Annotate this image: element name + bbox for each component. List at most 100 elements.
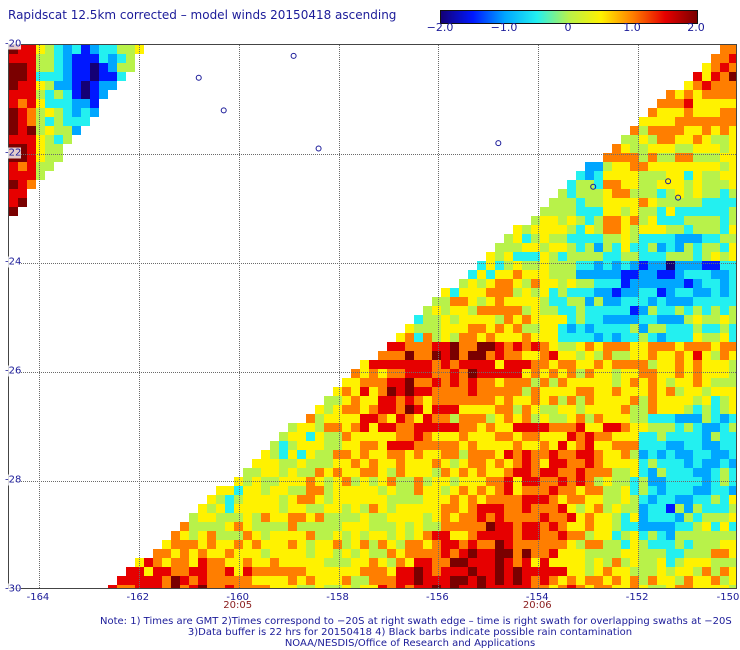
wind-cell xyxy=(702,567,711,576)
wind-cell xyxy=(702,279,711,288)
longitude-gridline xyxy=(138,45,140,588)
wind-cell xyxy=(639,369,648,378)
wind-cell xyxy=(666,261,675,270)
wind-cell xyxy=(594,225,603,234)
wind-cell xyxy=(351,450,360,459)
wind-cell xyxy=(441,351,450,360)
wind-cell xyxy=(513,261,522,270)
wind-cell xyxy=(684,441,693,450)
wind-cell xyxy=(297,423,306,432)
wind-cell xyxy=(531,351,540,360)
wind-cell xyxy=(648,558,657,567)
wind-cell xyxy=(459,414,468,423)
wind-cell xyxy=(504,432,513,441)
wind-cell xyxy=(576,423,585,432)
wind-cell xyxy=(729,486,736,495)
wind-cell xyxy=(720,432,729,441)
wind-cell xyxy=(441,441,450,450)
wind-cell xyxy=(639,441,648,450)
wind-cell xyxy=(423,513,432,522)
wind-cell xyxy=(666,288,675,297)
wind-cell xyxy=(711,207,720,216)
wind-cell xyxy=(378,513,387,522)
wind-cell xyxy=(108,63,117,72)
wind-cell xyxy=(585,180,594,189)
wind-cell xyxy=(621,306,630,315)
wind-cell xyxy=(297,531,306,540)
wind-cell xyxy=(630,549,639,558)
wind-cell xyxy=(540,531,549,540)
wind-cell xyxy=(117,54,126,63)
wind-cell xyxy=(495,279,504,288)
wind-cell xyxy=(594,405,603,414)
wind-cell xyxy=(81,81,90,90)
wind-cell xyxy=(45,81,54,90)
wind-cell xyxy=(459,576,468,585)
wind-cell xyxy=(360,423,369,432)
wind-cell xyxy=(558,468,567,477)
wind-cell xyxy=(549,333,558,342)
latitude-gridline xyxy=(9,481,736,482)
wind-cell xyxy=(684,549,693,558)
wind-cell xyxy=(333,576,342,585)
wind-cell xyxy=(693,423,702,432)
wind-cell xyxy=(531,504,540,513)
wind-cell xyxy=(9,198,18,207)
wind-cell xyxy=(180,522,189,531)
wind-cell xyxy=(432,306,441,315)
wind-cell xyxy=(522,432,531,441)
wind-cell xyxy=(657,369,666,378)
wind-cell xyxy=(297,576,306,585)
wind-cell xyxy=(27,144,36,153)
wind-cell xyxy=(630,486,639,495)
wind-cell xyxy=(639,504,648,513)
wind-cell xyxy=(378,405,387,414)
wind-cell xyxy=(90,63,99,72)
wind-cell xyxy=(549,342,558,351)
wind-cell xyxy=(45,117,54,126)
wind-cell xyxy=(549,261,558,270)
wind-cell xyxy=(486,585,495,588)
wind-cell xyxy=(486,261,495,270)
wind-cell xyxy=(513,270,522,279)
wind-cell xyxy=(576,513,585,522)
wind-cell xyxy=(720,378,729,387)
wind-cell xyxy=(684,270,693,279)
wind-cell xyxy=(729,90,736,99)
wind-cell xyxy=(648,288,657,297)
wind-cell xyxy=(585,225,594,234)
wind-cell xyxy=(333,567,342,576)
wind-cell xyxy=(639,513,648,522)
wind-cell xyxy=(369,369,378,378)
wind-cell xyxy=(477,333,486,342)
wind-cell xyxy=(603,378,612,387)
wind-cell xyxy=(54,45,63,54)
wind-cell xyxy=(612,585,621,588)
wind-cell xyxy=(720,387,729,396)
wind-cell xyxy=(666,225,675,234)
wind-cell xyxy=(720,495,729,504)
wind-cell xyxy=(378,369,387,378)
wind-cell xyxy=(495,405,504,414)
wind-cell xyxy=(387,540,396,549)
wind-cell xyxy=(693,153,702,162)
wind-cell xyxy=(378,486,387,495)
wind-cell xyxy=(387,576,396,585)
wind-cell xyxy=(450,450,459,459)
wind-cell xyxy=(297,540,306,549)
wind-cell xyxy=(594,234,603,243)
wind-cell xyxy=(486,270,495,279)
wind-cell xyxy=(459,306,468,315)
wind-cell xyxy=(297,450,306,459)
wind-cell xyxy=(432,549,441,558)
wind-cell xyxy=(504,396,513,405)
wind-cell xyxy=(666,414,675,423)
wind-cell xyxy=(540,369,549,378)
wind-cell xyxy=(333,459,342,468)
wind-cell xyxy=(18,180,27,189)
wind-cell xyxy=(207,567,216,576)
wind-cell xyxy=(459,423,468,432)
wind-cell xyxy=(684,486,693,495)
wind-cell xyxy=(531,567,540,576)
wind-cell xyxy=(567,270,576,279)
